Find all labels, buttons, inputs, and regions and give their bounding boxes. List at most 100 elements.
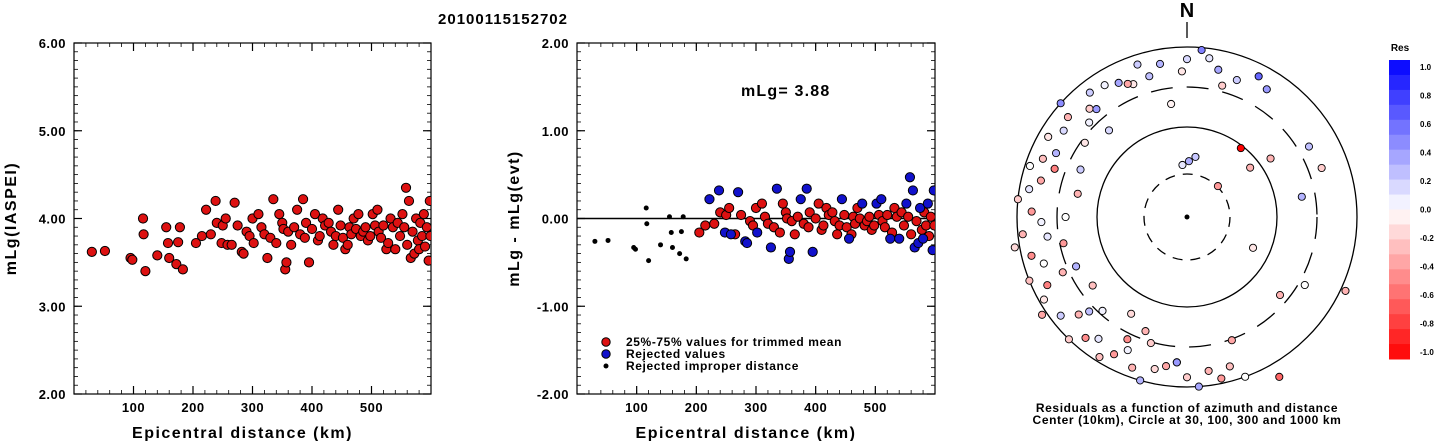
magnitude-point (274, 209, 285, 220)
magnitude-point (303, 257, 315, 268)
magnitude-point (342, 239, 353, 250)
residual-station-point (1167, 99, 1176, 109)
colorbar-swatch (1389, 329, 1410, 345)
magnitude-point (152, 250, 163, 261)
trimmed-mean-point (804, 207, 815, 218)
residual-station-point (1036, 176, 1045, 185)
ring-300km (1056, 86, 1318, 348)
ring-1000km (1016, 46, 1358, 388)
residual-station-point (1246, 163, 1255, 172)
residual-station-point (1114, 78, 1123, 87)
colorbar-tick-label: -0.2 (1420, 234, 1434, 243)
legend-label: Rejected values (626, 347, 726, 361)
colorbar-swatch (1389, 284, 1410, 300)
residual-station-point (1072, 262, 1081, 271)
residual-station-point (1145, 72, 1154, 81)
residual-station-point (1025, 161, 1034, 171)
magnitude-point (423, 255, 431, 266)
y-tick-label: 2.00 (39, 387, 66, 402)
rejected-point (928, 185, 935, 196)
magnitude-point (99, 245, 111, 257)
rejected-point (784, 246, 796, 257)
residual-station-point (1085, 118, 1094, 127)
magnitude-point (127, 254, 138, 265)
rejected-distance-point (658, 242, 664, 248)
figure-title: 20100115152702 (438, 11, 568, 28)
rejected-distance-point (644, 221, 650, 227)
mlg-annotation: mLg= 3.88 (741, 83, 831, 100)
trimmed-mean-point (920, 220, 932, 231)
trimmed-mean-point (903, 211, 914, 222)
residual-station-point (1184, 157, 1193, 166)
residual-station-point (1056, 99, 1065, 108)
residual-station-point (1094, 334, 1103, 343)
colorbar-swatch (1389, 209, 1410, 225)
residual-station-point (1218, 81, 1227, 90)
colorbar-swatch (1389, 194, 1410, 210)
magnitude-point (271, 237, 282, 249)
residual-station-point (1341, 286, 1350, 295)
x-tick-label: 100 (122, 400, 145, 415)
magnitude-point (140, 266, 151, 277)
rejected-point (885, 233, 896, 244)
residual-station-point (1088, 281, 1097, 290)
trimmed-mean-point (906, 229, 917, 240)
residual-station-point (1039, 295, 1049, 304)
magnitude-point (399, 222, 410, 233)
magnitude-point (328, 239, 339, 250)
trimmed-mean-point (827, 207, 838, 218)
residual-station-point (1085, 88, 1094, 97)
scatter-panel-magnitude: 2.00 3.00 4.00 5.00 6.00 100 200 300 400 500 Epice… (3, 36, 432, 441)
residual-station-point (1317, 163, 1326, 173)
magnitude-point (299, 232, 310, 243)
magnitude-point (300, 217, 312, 228)
polar-panel-azimuth: N Residuals as a function of azimuth and … (1010, 0, 1358, 427)
magnitude-point (262, 252, 273, 264)
ring-100km (1096, 126, 1278, 308)
magnitude-point (314, 230, 325, 242)
residual-station-point (1262, 85, 1271, 94)
residual-station-point (1074, 310, 1083, 319)
colorbar-swatch (1389, 254, 1410, 270)
trimmed-mean-point (694, 227, 705, 238)
rejected-point (876, 194, 887, 205)
trimmed-mean-point (832, 229, 843, 240)
colorbar-swatch (1389, 269, 1410, 285)
magnitude-point (378, 220, 389, 231)
magnitude-point (238, 248, 249, 259)
residual-station-point (1085, 104, 1094, 113)
rejected-distance-point (669, 244, 675, 250)
y-tick-label: 2.00 (542, 36, 569, 51)
residual-station-point (1081, 333, 1090, 342)
colorbar-tick-label: 0.4 (1420, 149, 1432, 158)
magnitude-point (365, 230, 376, 242)
polar-caption-line-1: Residuals as a function of azimuth and d… (1036, 401, 1338, 415)
colorbar-tick-label: 0.2 (1420, 177, 1432, 186)
colorbar-tick-label: 1.0 (1420, 63, 1432, 72)
rejected-point (752, 227, 763, 238)
legend-marker (603, 363, 609, 369)
residual-station-point (1010, 243, 1019, 252)
legend-label: 25%-75% values for trimmed mean (626, 335, 842, 349)
trimmed-mean-point (700, 220, 711, 231)
magnitude-point (419, 241, 431, 252)
magnitude-point (383, 237, 394, 249)
colorbar-tick-label: 0.6 (1420, 120, 1432, 129)
magnitude-point (205, 229, 216, 240)
magnitude-point (248, 237, 259, 249)
rejected-point (733, 187, 744, 198)
magnitude-point (162, 237, 174, 249)
rejected-distance-point (632, 246, 638, 252)
x-tick-label: 300 (744, 400, 767, 415)
rejected-point (741, 237, 753, 249)
polar-caption-line-2: Center (10km), Circle at 30, 100, 300 an… (1033, 413, 1342, 427)
magnitude-point (402, 239, 413, 250)
colorbar-swatch (1389, 119, 1410, 136)
rejected-point (771, 183, 782, 194)
magnitude-point (253, 209, 264, 220)
residual-station-point (1039, 259, 1048, 268)
residual-station-point (1025, 185, 1034, 194)
magnitude-point (421, 222, 431, 233)
residual-station-point (1043, 281, 1052, 290)
magnitude-point (394, 230, 406, 242)
